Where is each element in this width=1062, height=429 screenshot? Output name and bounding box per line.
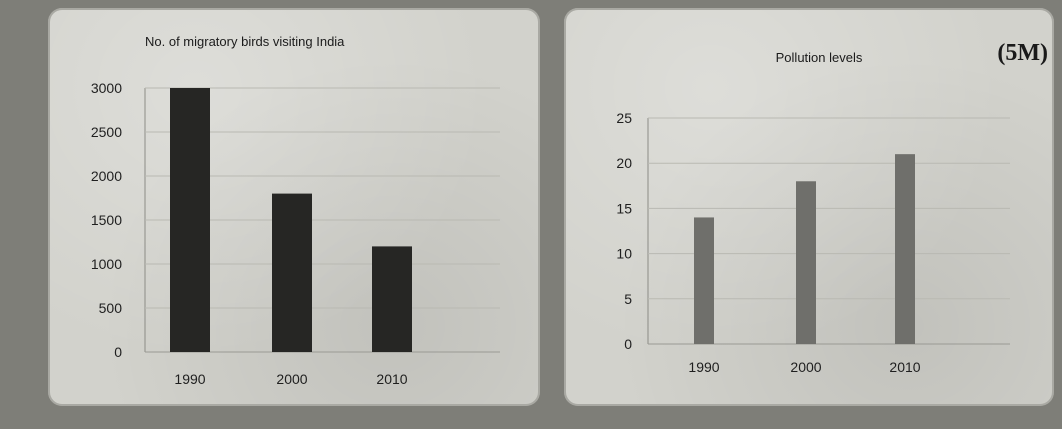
pollution-chart-panel xyxy=(564,8,1054,406)
y-tick-label: 2500 xyxy=(91,124,122,140)
y-tick-label: 20 xyxy=(616,155,632,171)
bar-2000 xyxy=(272,193,312,352)
bar-2010 xyxy=(372,246,412,352)
bar-1990 xyxy=(694,217,714,344)
y-tick-label: 25 xyxy=(616,110,632,126)
y-tick-label: 2000 xyxy=(91,168,122,184)
y-tick-label: 3000 xyxy=(91,80,122,96)
birds-chart: 0 500 1000 1500 2000 2500 3000 1990 2000 2010 xyxy=(91,80,500,387)
marks-label: (5M) xyxy=(997,40,1048,66)
bar-2000 xyxy=(796,181,816,344)
y-tick-label: 1500 xyxy=(91,212,122,228)
y-tick-label: 0 xyxy=(114,344,122,360)
pollution-chart: 0 5 10 15 20 25 1990 2000 2010 xyxy=(616,110,1010,375)
y-tick-label: 0 xyxy=(624,336,632,352)
y-tick-label: 15 xyxy=(616,200,632,216)
x-tick-label: 2010 xyxy=(889,359,920,375)
y-tick-label: 10 xyxy=(616,246,632,262)
bar-2010 xyxy=(895,154,915,344)
x-tick-label: 2000 xyxy=(790,359,821,375)
birds-chart-title: No. of migratory birds visiting India xyxy=(145,34,345,49)
y-tick-label: 5 xyxy=(624,291,632,307)
x-tick-label: 2010 xyxy=(376,371,407,387)
bar-1990 xyxy=(170,88,210,352)
y-tick-label: 1000 xyxy=(91,256,122,272)
pollution-chart-title: Pollution levels xyxy=(776,50,863,65)
x-tick-label: 2000 xyxy=(276,371,307,387)
x-tick-label: 1990 xyxy=(688,359,719,375)
x-tick-label: 1990 xyxy=(174,371,205,387)
y-tick-label: 500 xyxy=(99,300,123,316)
